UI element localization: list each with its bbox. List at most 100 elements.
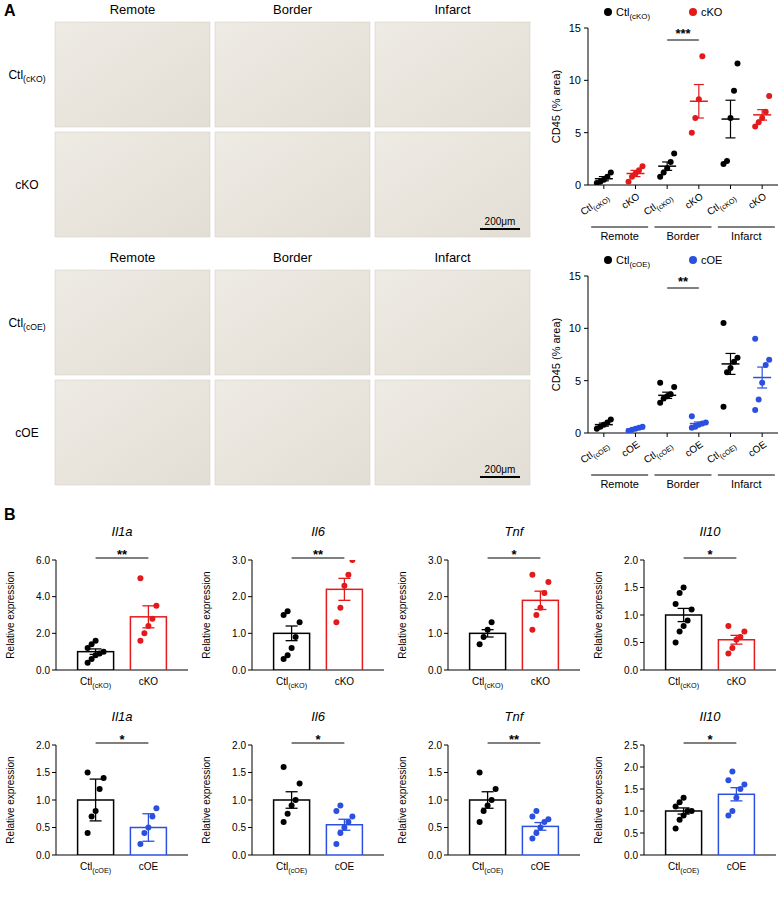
data-point: [141, 830, 147, 836]
scale-bar-label: 200μm: [485, 464, 516, 475]
y-tick-label: 2.0: [624, 762, 638, 773]
y-tick: [584, 276, 588, 277]
label-main: Ctl: [276, 861, 288, 872]
label-main: Ctl: [616, 6, 629, 18]
error-cap: [726, 353, 736, 354]
data-point: [533, 830, 539, 836]
x-axis: [588, 185, 778, 186]
y-tick: [248, 745, 252, 746]
x-axis: [56, 855, 188, 856]
data-point: [289, 803, 295, 809]
label-subscript: (cKO): [591, 195, 612, 213]
label-subscript: (cOE): [591, 443, 612, 461]
y-axis-title: Relative expression: [5, 756, 16, 843]
y-tick: [584, 380, 588, 381]
data-point: [477, 641, 483, 647]
y-tick-label: 15: [569, 270, 581, 282]
y-tick-label: 2.0: [232, 591, 246, 602]
bar: [326, 589, 362, 670]
significance: *: [707, 732, 713, 747]
x-tick-label: cKO: [335, 676, 355, 687]
y-tick: [248, 827, 252, 828]
significance: **: [678, 274, 689, 289]
x-axis: [448, 855, 580, 856]
error-stem: [698, 85, 699, 118]
error-stem: [603, 177, 604, 181]
data-point: [626, 179, 632, 185]
x-tick-label: cOE: [531, 861, 551, 872]
y-tick-label: 2.5: [624, 740, 638, 751]
bar: [470, 800, 506, 855]
error-stem: [762, 110, 763, 120]
significance: **: [313, 547, 324, 562]
micrograph: [375, 22, 530, 127]
x-tick-label: Ctl(cKO): [642, 191, 675, 220]
plot-marks: [594, 53, 772, 185]
data-point: [149, 616, 155, 622]
plot-marks: [274, 560, 363, 670]
error-bar: [90, 779, 102, 821]
error-cap: [730, 644, 742, 645]
data-point: [493, 786, 499, 792]
y-tick-label: 0.5: [624, 637, 638, 648]
mean-line: [627, 428, 645, 430]
y-tick: [640, 615, 644, 616]
data-point: [489, 797, 495, 803]
y-tick: [640, 642, 644, 643]
error-cap: [142, 841, 154, 842]
data-point: [485, 627, 491, 633]
bar: [130, 617, 166, 670]
y-tick: [444, 633, 448, 634]
column-header: Border: [273, 2, 313, 17]
data-point: [721, 404, 727, 410]
label-subscript: (cOE): [629, 260, 650, 269]
error-cap: [90, 648, 102, 649]
error-bar: [599, 177, 609, 181]
label-subscript: (cOE): [680, 866, 699, 875]
data-point: [529, 572, 535, 578]
data-point: [741, 629, 747, 635]
data-point: [93, 638, 99, 644]
error-cap: [90, 778, 102, 779]
data-point: [481, 808, 487, 814]
data-point: [529, 627, 535, 633]
y-tick-label: 1.0: [428, 628, 442, 639]
y-tick: [248, 855, 252, 856]
data-point: [677, 629, 683, 635]
error-cap: [757, 387, 767, 388]
error-bar: [631, 170, 641, 176]
micrograph: [215, 270, 370, 375]
error-cap: [338, 600, 350, 601]
figure: ABRemoteBorderInfarctCtl(cKO)cKO200μmRem…: [0, 0, 784, 900]
group-line: [591, 227, 648, 228]
y-axis-title: Relative expression: [201, 571, 212, 658]
micrograph: [215, 22, 370, 127]
plot-marks: [274, 764, 363, 855]
chart-title: Il10: [700, 524, 722, 539]
legend-swatch: [689, 256, 697, 264]
group-label: Infarct: [731, 478, 762, 490]
error-bar: [338, 819, 350, 830]
data-point: [766, 93, 772, 99]
y-tick: [640, 560, 644, 561]
y-tick-label: 0.0: [232, 665, 246, 676]
y-tick: [444, 560, 448, 561]
error-cap: [726, 137, 736, 138]
x-tick-label: cOE: [335, 861, 355, 872]
error-stem: [667, 162, 668, 170]
x-tick: [667, 185, 668, 189]
bar: [78, 652, 114, 670]
x-axis: [644, 855, 776, 856]
y-tick-label: 0.0: [624, 665, 638, 676]
y-axis-title: Relative expression: [201, 756, 212, 843]
data-point: [141, 630, 147, 636]
data-point: [537, 825, 543, 831]
data-point: [689, 808, 695, 814]
error-cap: [599, 180, 609, 181]
y-tick-label: 3.0: [232, 555, 246, 566]
x-tick-label: cKO: [683, 191, 705, 211]
error-bar: [726, 100, 736, 138]
mean-line: [690, 423, 708, 425]
bar: [274, 800, 310, 855]
label-main: Ctl: [472, 861, 484, 872]
